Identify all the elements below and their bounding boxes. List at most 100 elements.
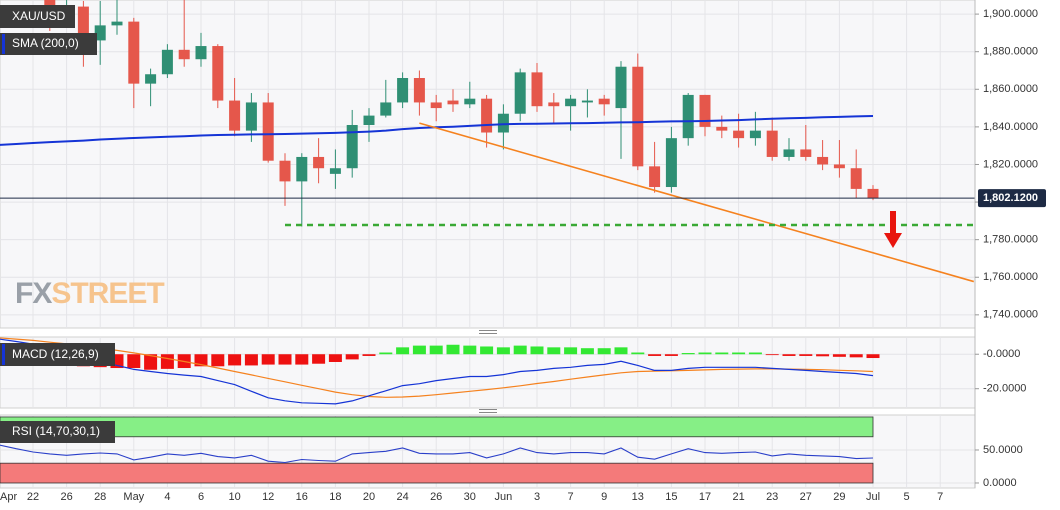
candle-body (800, 149, 812, 157)
candle-body (464, 98, 476, 105)
y-tick-label: 50.0000 (983, 444, 1023, 456)
candle-body (346, 124, 358, 169)
histogram-bar (732, 352, 746, 355)
x-tick-label: 21 (732, 491, 744, 503)
axes: Apr 22 26 28 May 4 6 10 12 16 18 20 24 26 30 Jun 3 7 9 13 15… (0, 0, 1046, 503)
histogram-bar (664, 354, 678, 356)
legend-box (0, 343, 115, 366)
candle-body (397, 78, 409, 103)
y-tick-label: 1,880.0000 (983, 46, 1038, 58)
histogram-bar (480, 346, 494, 355)
candle-body (766, 130, 778, 157)
candle-body (497, 113, 509, 133)
candle-body (245, 102, 257, 131)
candle-body (615, 66, 627, 109)
candle-body (296, 156, 308, 182)
signal-line (0, 337, 874, 398)
x-tick-label: 18 (329, 491, 341, 503)
candle-body (716, 126, 728, 131)
y-tick-label: 1,740.0000 (983, 309, 1038, 321)
histogram-bar (681, 353, 695, 355)
histogram-bar (345, 354, 359, 360)
candle-body (783, 149, 795, 157)
x-tick-label: 22 (27, 491, 39, 503)
histogram-bar (295, 354, 309, 365)
x-tick-label: Jun (495, 491, 513, 503)
x-tick-label: 29 (833, 491, 845, 503)
x-tick-label: 23 (766, 491, 778, 503)
candle-body (145, 74, 157, 84)
x-tick-label: 26 (60, 491, 72, 503)
candle-body (565, 98, 577, 107)
histogram-bar (866, 354, 880, 359)
candle-body (833, 164, 845, 169)
y-tick-label: 1,900.0000 (983, 8, 1038, 20)
histogram-bar (379, 352, 393, 355)
x-tick-label: 17 (699, 491, 711, 503)
histogram-bar (597, 348, 611, 355)
histogram-bar (496, 347, 510, 355)
candle-body (229, 100, 241, 131)
candle-body (430, 102, 442, 109)
histogram-bar (816, 354, 830, 357)
legend-title: XAU/USD (12, 9, 66, 23)
candle-body (212, 46, 224, 101)
candle-body (279, 160, 291, 182)
candle-body (531, 72, 543, 107)
candle-body (665, 138, 677, 188)
histogram-bar (446, 344, 460, 355)
x-tick-label: 16 (296, 491, 308, 503)
y-tick-label: -0.0000 (983, 348, 1020, 360)
histogram-bar (698, 352, 712, 355)
candle-body (380, 102, 392, 116)
panel-handle (479, 330, 497, 413)
x-tick-label: May (123, 491, 144, 503)
rsi-line (0, 444, 874, 464)
candle-body (128, 21, 140, 84)
last-price-box (978, 189, 1046, 208)
histogram-bar (564, 347, 578, 355)
macd-line (0, 338, 874, 405)
candle-body (850, 168, 862, 189)
y-tick-label: 1,820.0000 (983, 158, 1038, 170)
candle-body (195, 46, 207, 60)
histogram-bar (580, 348, 594, 355)
x-tick-label: 13 (632, 491, 644, 503)
x-tick-label: 27 (800, 491, 812, 503)
price-plot (0, 0, 975, 283)
candle-body (161, 49, 173, 75)
histogram-bar (715, 352, 729, 355)
candle-body (749, 130, 761, 139)
x-tick-label: Apr (0, 491, 17, 503)
y-tick-label: 1,840.0000 (983, 121, 1038, 133)
histogram-bar (765, 354, 779, 356)
histogram-bar (799, 354, 813, 356)
legend-swatch (2, 34, 5, 54)
candle-body (632, 66, 644, 167)
legend-rsi: RSI (14,70,30,1) (12, 424, 100, 438)
histogram-bar (614, 347, 628, 355)
legend-sma: SMA (200,0) (12, 36, 79, 50)
watermark: FXSTREET (15, 277, 164, 310)
histogram-bar (396, 347, 410, 355)
histogram-bar (832, 354, 846, 357)
histogram-bar (312, 354, 326, 364)
x-tick-label: 12 (262, 491, 274, 503)
x-tick-label: 28 (94, 491, 106, 503)
trendline (419, 122, 975, 283)
legend-box (0, 5, 75, 28)
y-tick-label: -20.0000 (983, 383, 1026, 395)
histogram-bar (144, 354, 158, 370)
histogram-bar (782, 354, 796, 356)
histogram-bar (412, 345, 426, 355)
x-tick-label: 7 (568, 491, 574, 503)
legend-macd: MACD (12,26,9) (12, 347, 99, 361)
y-tick-label: 1,780.0000 (983, 234, 1038, 246)
candle-body (649, 166, 661, 188)
rsi-zone (0, 416, 874, 438)
histogram-bar (362, 354, 376, 356)
histogram-bar (513, 345, 527, 355)
y-tick-label: 1,760.0000 (983, 271, 1038, 283)
legend-box (0, 33, 97, 55)
